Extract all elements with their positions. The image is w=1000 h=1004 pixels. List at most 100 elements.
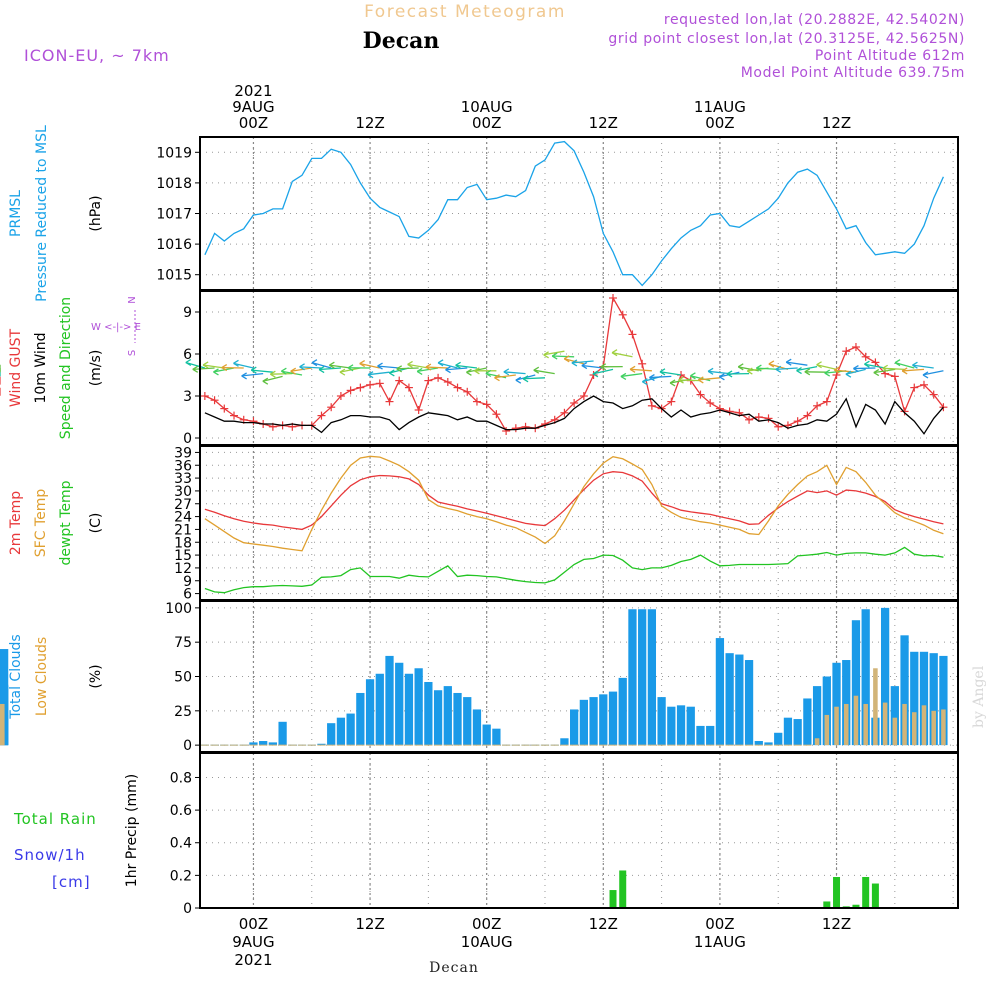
total-cloud-bar <box>415 668 423 745</box>
wind-direction-arrow <box>504 369 526 375</box>
time-axis-label-top: 00Z <box>705 114 734 132</box>
wind-arrow-head <box>912 362 917 365</box>
wind-arrow-shaft <box>193 368 215 369</box>
total-cloud-bar <box>599 694 607 745</box>
wind-arrow-head <box>360 361 365 364</box>
wind-arrow-shaft <box>397 368 419 369</box>
wind-arrow-shaft <box>649 376 671 377</box>
time-axis-label-bottom: 00Z <box>705 915 734 933</box>
total-cloud-bar <box>327 723 335 745</box>
y-tick-label: 0.2 <box>170 868 192 884</box>
wind-arrow-head <box>466 372 471 375</box>
total-cloud-bar <box>648 609 656 745</box>
total-cloud-bar <box>463 697 471 745</box>
y-tick-label: 1018 <box>156 176 192 192</box>
total-cloud-bar <box>619 678 627 745</box>
wind-arrow-head <box>516 380 521 383</box>
wind-series-label: 10m Wind <box>33 332 49 403</box>
y-tick-label: 0.6 <box>170 803 192 819</box>
wind-direction-arrow <box>883 365 905 371</box>
wind-direction-arrow <box>523 376 545 382</box>
gust-point-marker <box>356 384 364 392</box>
model-label: ICON-EU, ~ 7km <box>24 46 170 65</box>
wind-arrow-head <box>698 380 703 383</box>
wind-direction-arrow <box>649 375 671 381</box>
total-cloud-bar <box>609 692 617 746</box>
wind-arrow-head <box>786 359 791 362</box>
wind-direction-arrow <box>368 372 389 378</box>
time-axis-label-top: 12Z <box>355 114 384 132</box>
wind-direction-arrow <box>895 360 914 368</box>
wind-arrow-shaft <box>300 367 322 368</box>
total-cloud-bar <box>434 690 442 745</box>
wind-arrow-head <box>263 381 268 384</box>
location-title: Decan <box>363 28 440 54</box>
low-cloud-bar <box>0 704 5 745</box>
wind-arrow-head <box>438 360 443 363</box>
wind-direction-arrow <box>817 362 837 370</box>
wind-direction-arrow <box>805 369 827 375</box>
wind-arrow-head <box>329 362 334 365</box>
total-cloud-bar <box>580 700 588 745</box>
total-cloud-bar <box>755 741 763 745</box>
wind-arrow-head <box>389 373 394 376</box>
time-axis-label-top: 00Z <box>472 114 501 132</box>
low-cloud-bar <box>883 703 888 746</box>
y-tick-label: 6 <box>183 347 192 363</box>
total-cloud-bar <box>735 655 743 746</box>
y-axis-unit: (C) <box>88 513 104 534</box>
wind-arrow-head <box>203 362 208 365</box>
wind-arrow-head <box>242 376 247 379</box>
wind-series-label: Wind GUST <box>8 328 24 407</box>
clouds-series-label: Total Clouds <box>8 634 24 719</box>
low-cloud-bar <box>834 707 839 745</box>
precip-legend-label: [cm] <box>52 873 91 891</box>
wind-arrow-head <box>340 372 345 375</box>
wind-arrow-shaft <box>776 368 798 369</box>
wind-arrow-head <box>660 369 665 372</box>
compass-north: N <box>127 296 138 303</box>
low-cloud-bar <box>863 704 868 745</box>
gust-point-marker <box>512 424 520 432</box>
wind-direction-arrow <box>786 359 807 365</box>
wind-arrow-head <box>846 374 851 377</box>
gust-point-marker <box>454 384 462 392</box>
gust-point-marker <box>842 347 850 355</box>
wind-direction-arrow <box>291 368 312 374</box>
y-tick-label: 75 <box>174 635 192 651</box>
total-cloud-bar <box>628 609 636 745</box>
total-cloud-bar <box>259 741 267 745</box>
grid-point-coords: grid point closest lon,lat (20.3125E, 42… <box>608 31 965 47</box>
wind-arrow-head <box>408 361 413 364</box>
y-axis-unit: (%) <box>88 664 104 688</box>
wind-direction-arrow <box>242 373 264 379</box>
low-cloud-bar <box>893 718 898 745</box>
rain-bar <box>872 884 879 908</box>
time-axis-label-bottom: 11AUG <box>694 933 746 951</box>
low-cloud-bar <box>873 668 878 745</box>
gust-point-marker <box>376 379 384 387</box>
y-tick-label: 1019 <box>156 145 192 161</box>
total-cloud-bar <box>405 674 413 745</box>
wind-arrow-head <box>719 377 724 380</box>
time-axis-label-bottom: 2021 <box>234 951 272 969</box>
time-axis-label-bottom: 10AUG <box>461 933 513 951</box>
requested-coords: requested lon,lat (20.2882E, 42.5402N) <box>664 12 965 28</box>
pressure-series-label: PRMSL <box>8 190 24 237</box>
gust-point-marker <box>366 381 374 389</box>
gust-point-marker <box>609 294 617 302</box>
precip-legend-label: Total Rain <box>13 810 97 828</box>
gust-point-marker <box>794 417 802 425</box>
low-cloud-bar <box>854 696 859 745</box>
time-axis-label-bottom: 00Z <box>239 915 268 933</box>
time-axis-label-bottom: 12Z <box>822 915 851 933</box>
precip-frame <box>200 753 958 908</box>
wind-arrow-head <box>213 372 218 375</box>
gust-point-marker <box>444 378 452 386</box>
pressure-series-label: Pressure Reduced to MSL <box>34 125 50 302</box>
wind-arrow-head <box>670 383 675 386</box>
